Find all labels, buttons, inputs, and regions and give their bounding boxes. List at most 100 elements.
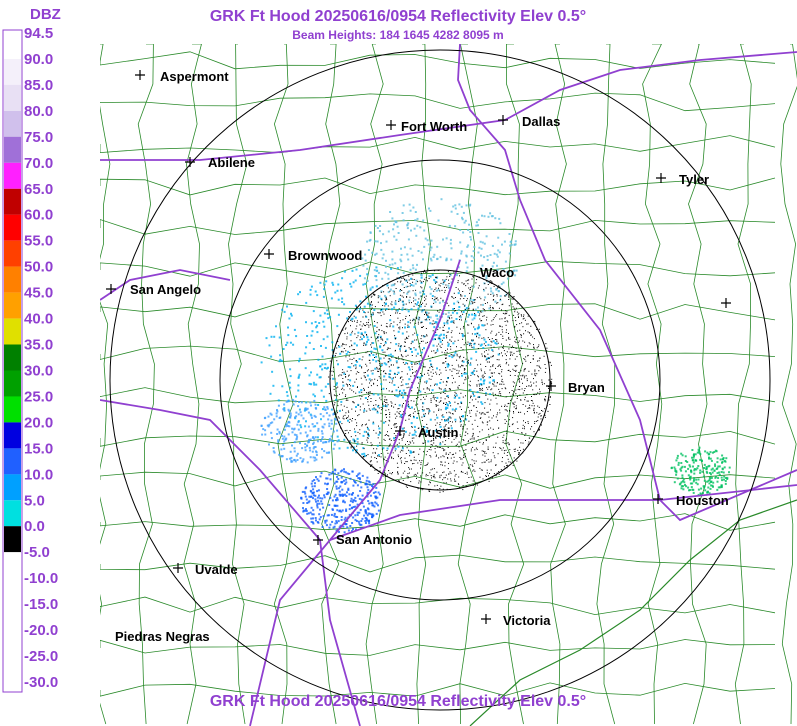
clutter xyxy=(508,338,509,340)
clutter xyxy=(353,315,355,317)
echo xyxy=(312,425,315,428)
clutter xyxy=(420,286,422,288)
echo xyxy=(482,347,485,349)
clutter xyxy=(507,442,509,444)
echo xyxy=(699,469,702,472)
clutter xyxy=(533,338,535,340)
clutter xyxy=(399,411,401,412)
echo xyxy=(311,436,314,439)
echo xyxy=(321,448,323,451)
clutter xyxy=(364,312,366,314)
legend-label: 15.0 xyxy=(24,440,53,457)
clutter xyxy=(524,368,526,369)
clutter xyxy=(451,370,453,372)
clutter xyxy=(445,357,446,359)
echo xyxy=(318,494,320,497)
echo xyxy=(310,371,312,374)
echo xyxy=(367,427,369,430)
clutter xyxy=(401,371,403,373)
echo xyxy=(475,224,478,227)
echo xyxy=(488,307,491,310)
clutter xyxy=(339,374,341,376)
echo xyxy=(504,260,507,263)
clutter xyxy=(411,437,413,439)
clutter xyxy=(434,451,436,453)
echo xyxy=(471,313,474,316)
clutter xyxy=(465,378,467,380)
echo xyxy=(439,425,442,428)
legend-label: -20.0 xyxy=(24,622,58,639)
echo xyxy=(290,459,293,462)
clutter xyxy=(440,388,442,390)
clutter xyxy=(435,404,437,406)
clutter xyxy=(355,378,357,380)
clutter xyxy=(345,399,347,401)
clutter xyxy=(370,442,372,444)
echo xyxy=(375,355,378,358)
echo xyxy=(485,277,488,280)
clutter xyxy=(512,403,514,405)
echo xyxy=(336,435,339,438)
echo xyxy=(719,458,722,461)
echo xyxy=(693,472,696,475)
echo xyxy=(402,271,405,274)
clutter xyxy=(368,408,370,410)
echo xyxy=(336,521,338,524)
legend-label: 0.0 xyxy=(24,518,45,535)
clutter xyxy=(502,436,504,438)
echo xyxy=(313,414,316,417)
echo xyxy=(349,525,352,527)
echo xyxy=(336,480,339,483)
echo xyxy=(289,375,292,378)
clutter xyxy=(425,464,427,466)
clutter xyxy=(482,315,484,317)
clutter xyxy=(473,460,475,462)
range-ring xyxy=(109,49,771,711)
echo xyxy=(457,266,460,269)
clutter xyxy=(486,280,488,282)
clutter xyxy=(391,301,393,303)
clutter xyxy=(460,424,462,426)
clutter xyxy=(360,336,362,338)
echo xyxy=(352,384,355,387)
echo xyxy=(316,324,319,327)
clutter xyxy=(377,337,379,339)
echo xyxy=(420,251,423,254)
clutter xyxy=(416,363,418,365)
clutter xyxy=(425,475,427,477)
clutter xyxy=(443,456,445,458)
clutter xyxy=(418,298,420,300)
echo xyxy=(451,311,454,314)
clutter xyxy=(485,359,487,361)
clutter xyxy=(393,321,395,323)
clutter xyxy=(516,356,518,358)
clutter xyxy=(477,364,479,366)
echo xyxy=(327,482,329,485)
echo xyxy=(472,256,475,259)
echo xyxy=(323,496,326,499)
echo xyxy=(268,423,271,426)
echo xyxy=(400,414,403,417)
clutter xyxy=(394,338,396,340)
echo xyxy=(394,301,397,304)
clutter xyxy=(488,461,490,463)
echo xyxy=(440,333,443,336)
clutter xyxy=(502,381,504,383)
echo xyxy=(321,438,324,441)
echo xyxy=(336,382,338,385)
echo xyxy=(375,512,378,515)
echo xyxy=(408,290,411,293)
clutter xyxy=(434,397,436,398)
clutter xyxy=(493,415,494,417)
clutter xyxy=(411,341,413,343)
clutter xyxy=(480,311,482,313)
echo xyxy=(451,356,454,359)
clutter xyxy=(402,437,404,438)
clutter xyxy=(492,356,494,358)
clutter xyxy=(347,399,349,401)
clutter xyxy=(424,465,426,466)
clutter xyxy=(381,388,382,390)
echo xyxy=(365,512,368,515)
clutter xyxy=(433,442,435,444)
